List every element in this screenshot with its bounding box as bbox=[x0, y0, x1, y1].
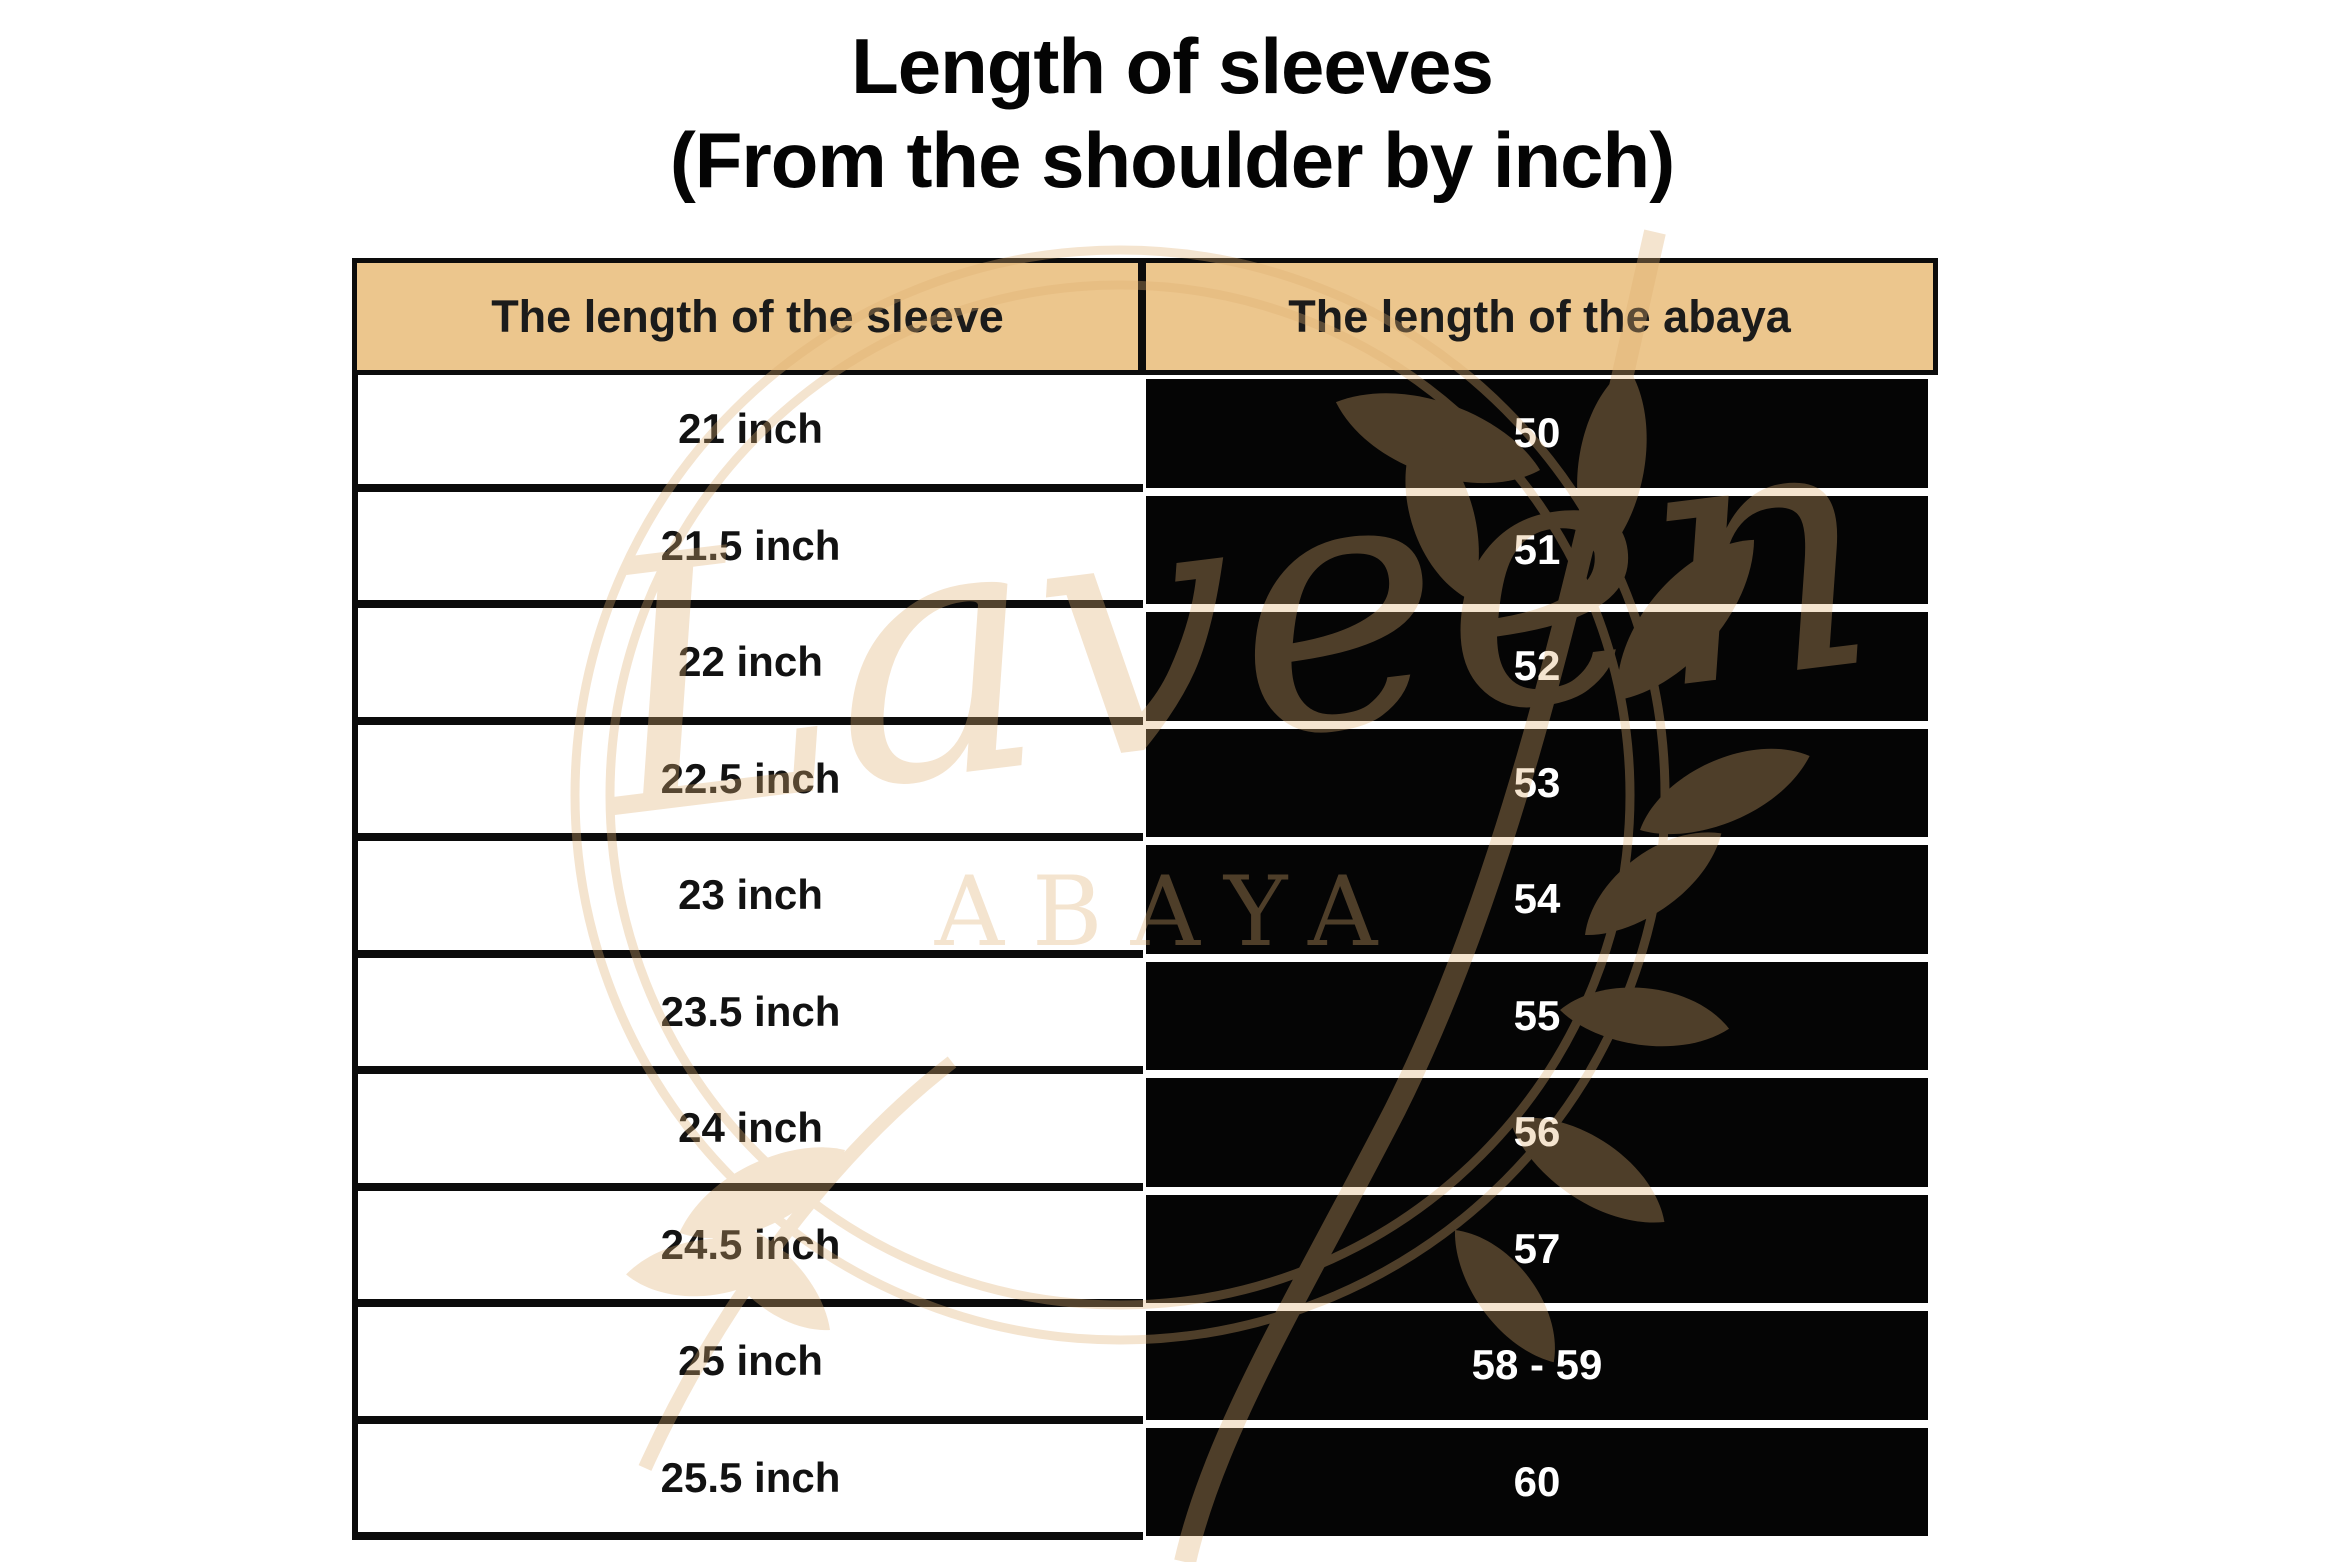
title-line-1: Length of sleeves bbox=[851, 22, 1494, 110]
sleeve-cell: 22.5 inch bbox=[352, 724, 1143, 841]
abaya-value: 51 bbox=[1146, 495, 1928, 604]
abaya-value: 54 bbox=[1146, 845, 1928, 954]
table-row: 21.5 inch 51 bbox=[352, 491, 1938, 609]
abaya-cell: 52 bbox=[1146, 608, 1938, 725]
sleeve-cell: 25.5 inch bbox=[352, 1423, 1143, 1540]
sleeve-cell: 22 inch bbox=[352, 608, 1143, 725]
sleeve-cell: 23 inch bbox=[352, 841, 1143, 958]
header-sleeve-column: The length of the sleeve bbox=[357, 263, 1146, 370]
table-row: 24.5 inch 57 bbox=[352, 1190, 1938, 1308]
sleeve-cell: 25 inch bbox=[352, 1307, 1143, 1424]
abaya-cell: 57 bbox=[1146, 1191, 1938, 1308]
size-table: The length of the sleeve The length of t… bbox=[352, 258, 1938, 1540]
abaya-cell: 51 bbox=[1146, 492, 1938, 609]
abaya-cell: 55 bbox=[1146, 958, 1938, 1075]
table-row: 22 inch 52 bbox=[352, 608, 1938, 725]
abaya-value: 53 bbox=[1146, 728, 1928, 837]
abaya-cell: 53 bbox=[1146, 725, 1938, 842]
abaya-cell: 58 - 59 bbox=[1146, 1307, 1938, 1424]
table-row: 25.5 inch 60 bbox=[352, 1423, 1938, 1541]
abaya-cell: 60 bbox=[1146, 1424, 1938, 1541]
abaya-value: 50 bbox=[1146, 379, 1928, 488]
abaya-value: 57 bbox=[1146, 1194, 1928, 1303]
table-row: 25 inch 58 - 59 bbox=[352, 1307, 1938, 1424]
sleeve-cell: 24.5 inch bbox=[352, 1190, 1143, 1307]
abaya-value: 52 bbox=[1146, 612, 1928, 721]
abaya-value: 55 bbox=[1146, 961, 1928, 1070]
sleeve-cell: 21 inch bbox=[352, 375, 1143, 492]
abaya-value: 56 bbox=[1146, 1078, 1928, 1187]
table-row: 24 inch 56 bbox=[352, 1074, 1938, 1191]
abaya-value: 58 - 59 bbox=[1146, 1311, 1928, 1420]
table-row: 23 inch 54 bbox=[352, 841, 1938, 958]
sleeve-cell: 24 inch bbox=[352, 1074, 1143, 1191]
sleeve-cell: 23.5 inch bbox=[352, 957, 1143, 1074]
table-row: 22.5 inch 53 bbox=[352, 724, 1938, 842]
abaya-cell: 56 bbox=[1146, 1074, 1938, 1191]
page-title: Length of sleeves (From the shoulder by … bbox=[0, 20, 2344, 207]
abaya-value: 60 bbox=[1146, 1427, 1928, 1536]
abaya-cell: 50 bbox=[1146, 375, 1938, 492]
abaya-cell: 54 bbox=[1146, 841, 1938, 958]
title-line-2: (From the shoulder by inch) bbox=[669, 115, 1675, 204]
table-header-row: The length of the sleeve The length of t… bbox=[352, 258, 1938, 375]
sleeve-cell: 21.5 inch bbox=[352, 491, 1143, 608]
header-abaya-column: The length of the abaya bbox=[1288, 290, 1791, 342]
table-row: 23.5 inch 55 bbox=[352, 957, 1938, 1075]
table-row: 21 inch 50 bbox=[352, 375, 1938, 492]
